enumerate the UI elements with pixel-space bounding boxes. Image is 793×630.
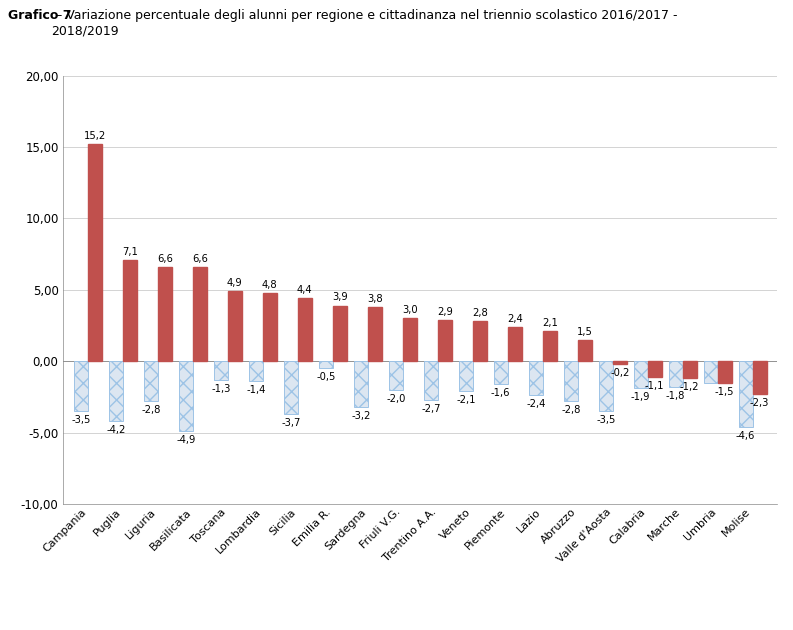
Text: -1,5: -1,5 bbox=[715, 387, 734, 397]
Text: -1,9: -1,9 bbox=[631, 392, 650, 403]
Bar bbox=[109, 361, 123, 421]
Bar bbox=[228, 291, 242, 361]
Text: 4,9: 4,9 bbox=[227, 278, 243, 288]
Text: -2,7: -2,7 bbox=[421, 404, 441, 414]
Text: 2,4: 2,4 bbox=[507, 314, 523, 324]
Bar bbox=[599, 361, 613, 411]
Bar bbox=[262, 293, 277, 361]
Bar bbox=[683, 361, 697, 379]
Bar bbox=[88, 144, 102, 361]
Text: 2,9: 2,9 bbox=[437, 307, 453, 317]
Text: -4,9: -4,9 bbox=[176, 435, 196, 445]
Text: Grafico 7: Grafico 7 bbox=[8, 9, 71, 23]
Text: 6,6: 6,6 bbox=[192, 254, 208, 264]
Bar bbox=[284, 361, 298, 414]
Bar bbox=[298, 299, 312, 361]
Bar bbox=[179, 361, 193, 431]
Bar bbox=[403, 318, 417, 361]
Text: -4,6: -4,6 bbox=[736, 431, 756, 441]
Bar bbox=[508, 327, 522, 361]
Bar bbox=[473, 321, 487, 361]
Bar bbox=[648, 361, 661, 377]
Text: -2,8: -2,8 bbox=[561, 405, 580, 415]
Text: -2,1: -2,1 bbox=[456, 395, 476, 405]
Bar bbox=[703, 361, 718, 382]
Bar bbox=[634, 361, 648, 388]
Text: 2,1: 2,1 bbox=[542, 318, 557, 328]
Text: -1,6: -1,6 bbox=[491, 388, 511, 398]
Bar bbox=[438, 320, 452, 361]
Text: -2,3: -2,3 bbox=[750, 398, 769, 408]
Text: -2,8: -2,8 bbox=[141, 405, 161, 415]
Text: 15,2: 15,2 bbox=[84, 131, 106, 141]
Bar bbox=[542, 331, 557, 361]
Bar bbox=[494, 361, 508, 384]
Text: -3,2: -3,2 bbox=[351, 411, 370, 421]
Bar bbox=[564, 361, 578, 401]
Text: 7,1: 7,1 bbox=[122, 247, 138, 256]
Text: 3,8: 3,8 bbox=[367, 294, 382, 304]
Bar bbox=[123, 260, 137, 361]
Bar bbox=[333, 306, 347, 361]
Text: -0,2: -0,2 bbox=[610, 368, 630, 378]
Text: -1,3: -1,3 bbox=[211, 384, 231, 394]
Text: -2,0: -2,0 bbox=[386, 394, 405, 404]
Bar bbox=[753, 361, 767, 394]
Bar bbox=[578, 340, 592, 361]
Text: -2,4: -2,4 bbox=[526, 399, 546, 410]
Text: 4,4: 4,4 bbox=[297, 285, 312, 295]
Text: – Variazione percentuale degli alunni per regione e cittadinanza nel triennio sc: – Variazione percentuale degli alunni pe… bbox=[52, 9, 677, 37]
Bar bbox=[668, 361, 683, 387]
Bar bbox=[389, 361, 403, 390]
Bar bbox=[144, 361, 158, 401]
Text: -1,2: -1,2 bbox=[680, 382, 699, 392]
Bar bbox=[529, 361, 542, 396]
Bar bbox=[613, 361, 626, 364]
Text: -1,1: -1,1 bbox=[645, 381, 665, 391]
Text: 6,6: 6,6 bbox=[157, 254, 173, 264]
Text: -1,8: -1,8 bbox=[666, 391, 685, 401]
Text: -1,4: -1,4 bbox=[246, 385, 266, 395]
Text: -3,7: -3,7 bbox=[282, 418, 301, 428]
Text: 1,5: 1,5 bbox=[577, 326, 592, 336]
Bar bbox=[214, 361, 228, 380]
Text: 2,8: 2,8 bbox=[472, 308, 488, 318]
Bar bbox=[193, 267, 207, 361]
Text: 4,8: 4,8 bbox=[262, 280, 278, 290]
Text: 3,0: 3,0 bbox=[402, 305, 418, 315]
Bar bbox=[423, 361, 438, 400]
Bar bbox=[718, 361, 732, 382]
Text: 3,9: 3,9 bbox=[332, 292, 347, 302]
Bar bbox=[74, 361, 88, 411]
Text: -4,2: -4,2 bbox=[106, 425, 125, 435]
Bar bbox=[738, 361, 753, 427]
Text: -0,5: -0,5 bbox=[316, 372, 335, 382]
Text: -3,5: -3,5 bbox=[596, 415, 615, 425]
Text: -3,5: -3,5 bbox=[71, 415, 90, 425]
Bar bbox=[319, 361, 333, 369]
Bar bbox=[354, 361, 368, 407]
Bar bbox=[249, 361, 262, 381]
Bar bbox=[368, 307, 381, 361]
Bar bbox=[459, 361, 473, 391]
Bar bbox=[158, 267, 172, 361]
